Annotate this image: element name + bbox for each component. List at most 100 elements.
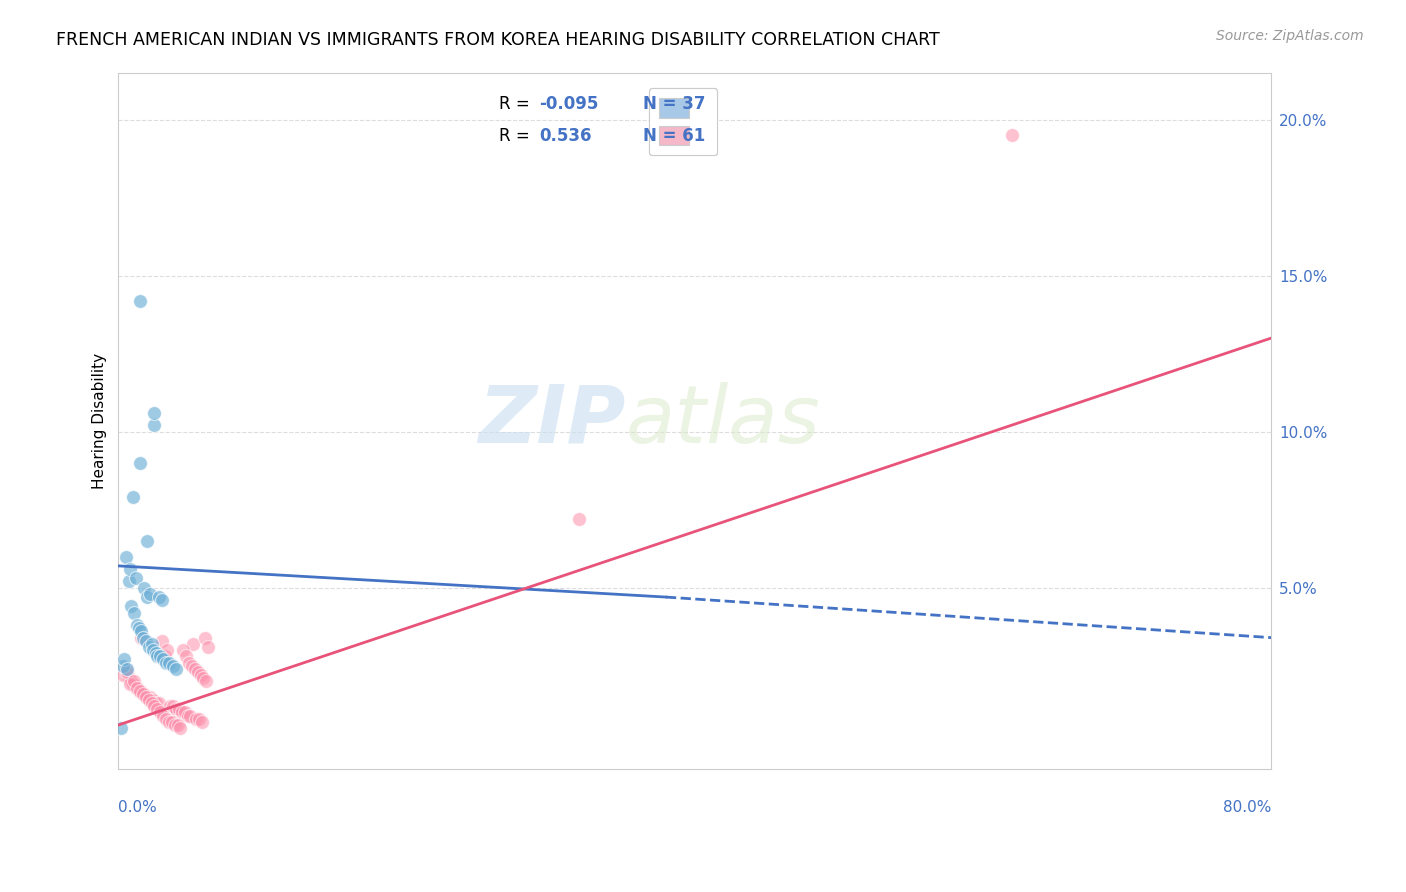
Point <box>138 640 160 654</box>
Point <box>149 706 172 720</box>
Point <box>165 702 187 716</box>
Point <box>160 714 183 729</box>
Point <box>120 599 142 614</box>
Text: 0.536: 0.536 <box>538 127 592 145</box>
Text: FRENCH AMERICAN INDIAN VS IMMIGRANTS FROM KOREA HEARING DISABILITY CORRELATION C: FRENCH AMERICAN INDIAN VS IMMIGRANTS FRO… <box>56 31 941 49</box>
Point <box>153 649 176 664</box>
Point <box>136 590 159 604</box>
Point <box>132 687 155 701</box>
Point <box>148 696 170 710</box>
Point <box>118 562 141 576</box>
Point <box>152 652 174 666</box>
Text: -0.095: -0.095 <box>538 95 599 113</box>
Point <box>143 699 166 714</box>
Point <box>177 656 200 670</box>
Point <box>174 649 197 664</box>
Point <box>179 708 201 723</box>
Point <box>157 656 180 670</box>
Point <box>190 668 212 682</box>
Point <box>120 674 142 689</box>
Point <box>165 662 187 676</box>
Point <box>111 658 134 673</box>
Point <box>191 714 214 729</box>
Point <box>131 624 153 639</box>
Point <box>114 662 136 676</box>
Point <box>183 637 205 651</box>
Point <box>129 293 152 308</box>
Point <box>1001 128 1024 143</box>
Point <box>188 712 211 726</box>
Point <box>129 456 152 470</box>
Point <box>193 671 215 685</box>
Point <box>187 665 209 679</box>
Point <box>159 699 181 714</box>
Point <box>121 677 143 691</box>
Text: R =: R = <box>499 95 534 113</box>
Point <box>155 712 177 726</box>
Point <box>112 652 135 666</box>
Point <box>162 699 184 714</box>
Point <box>156 643 179 657</box>
Point <box>146 702 169 716</box>
Point <box>134 581 156 595</box>
Point <box>114 549 136 564</box>
Point <box>139 690 162 704</box>
Point <box>150 593 173 607</box>
Point <box>166 718 188 732</box>
Legend:  ,  : , <box>650 88 717 155</box>
Point <box>115 662 138 676</box>
Point <box>186 712 208 726</box>
Text: atlas: atlas <box>626 382 820 459</box>
Point <box>127 618 149 632</box>
Point <box>117 671 139 685</box>
Point <box>125 571 148 585</box>
Point <box>184 662 207 676</box>
Point <box>145 696 167 710</box>
Point <box>142 643 165 657</box>
Point <box>143 406 166 420</box>
Point <box>110 721 132 735</box>
Point <box>145 646 167 660</box>
Point <box>124 674 146 689</box>
Point <box>172 643 194 657</box>
Point <box>197 640 219 654</box>
Point <box>136 690 159 704</box>
Point <box>155 656 177 670</box>
Point <box>142 693 165 707</box>
Point <box>127 681 149 695</box>
Point <box>129 683 152 698</box>
Point <box>568 512 591 526</box>
Text: N = 37: N = 37 <box>643 95 706 113</box>
Point <box>169 721 191 735</box>
Point <box>134 687 156 701</box>
Point <box>195 674 218 689</box>
Point <box>128 621 150 635</box>
Point <box>139 587 162 601</box>
Point <box>173 706 195 720</box>
Text: 0.0%: 0.0% <box>118 800 157 815</box>
Point <box>128 683 150 698</box>
Point <box>146 649 169 664</box>
Point <box>121 490 143 504</box>
Point <box>180 658 202 673</box>
Point <box>117 574 139 589</box>
Point <box>170 706 193 720</box>
Point <box>132 631 155 645</box>
Point <box>141 696 163 710</box>
Point <box>148 590 170 604</box>
Point <box>176 708 198 723</box>
Y-axis label: Hearing Disability: Hearing Disability <box>93 352 107 489</box>
Point <box>135 690 157 704</box>
Point <box>124 606 146 620</box>
Point <box>136 533 159 548</box>
Point <box>152 708 174 723</box>
Point <box>143 418 166 433</box>
Text: Source: ZipAtlas.com: Source: ZipAtlas.com <box>1216 29 1364 43</box>
Point <box>135 633 157 648</box>
Point <box>163 718 186 732</box>
Point <box>125 681 148 695</box>
Text: ZIP: ZIP <box>478 382 626 459</box>
Point <box>162 658 184 673</box>
Text: 80.0%: 80.0% <box>1223 800 1271 815</box>
Point <box>167 702 190 716</box>
